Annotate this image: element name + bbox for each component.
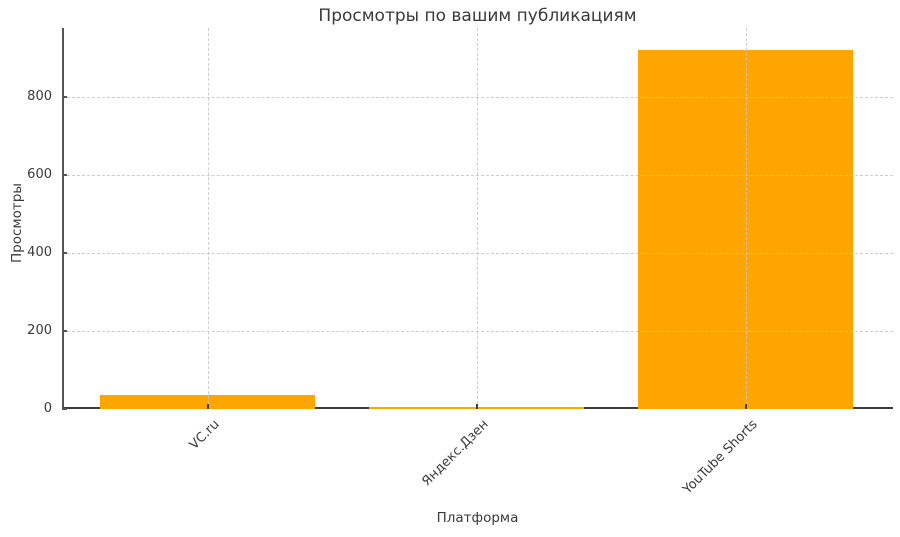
y-tick-label: 200 [27, 322, 52, 338]
y-tick-label: 0 [43, 400, 52, 416]
gridline-vertical [207, 28, 209, 409]
y-tick-mark [62, 96, 67, 99]
x-axis-label: Платформа [436, 510, 519, 526]
x-tick-mark [744, 404, 747, 409]
gridline-horizontal [62, 97, 893, 99]
y-tick-label: 400 [27, 244, 52, 260]
x-tick-mark [475, 404, 478, 409]
gridline-horizontal [62, 175, 893, 177]
y-tick-label: 600 [27, 166, 52, 182]
y-tick-mark [62, 330, 67, 332]
y-tick-mark [62, 252, 67, 254]
gridline-vertical [745, 28, 747, 409]
gridline-vertical [476, 28, 478, 409]
y-tick-mark [62, 174, 67, 177]
x-tick-mark [206, 404, 209, 409]
y-tick-label: 800 [27, 88, 52, 104]
chart-title: Просмотры по вашим публикациям [318, 6, 637, 26]
gridline-horizontal [62, 253, 893, 254]
y-tick-mark [62, 408, 67, 410]
gridline-horizontal [62, 331, 893, 332]
